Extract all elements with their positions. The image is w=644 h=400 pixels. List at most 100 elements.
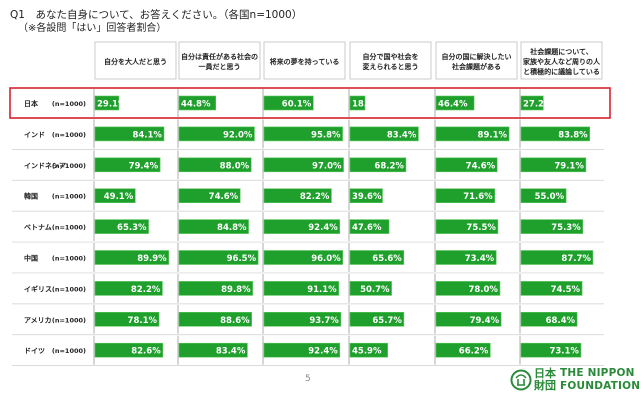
- data-bar: [94, 342, 164, 358]
- row-country-label: 韓国: [24, 192, 38, 201]
- data-label: 87.7%: [561, 254, 591, 264]
- row-country-label: ベトナム: [24, 224, 52, 232]
- column-header-label: 自分の国に解決したい社会課題がある: [442, 52, 512, 71]
- data-bar: [349, 157, 407, 173]
- row-country-label: 中国: [24, 254, 38, 263]
- data-bar: [520, 126, 591, 142]
- data-bar: [178, 95, 217, 111]
- data-bar: [349, 126, 419, 142]
- data-label: 92.0%: [223, 130, 253, 140]
- data-bar: [178, 219, 249, 234]
- page-number: 5: [305, 374, 311, 384]
- data-label: 29.1%: [97, 100, 127, 110]
- data-bar: [263, 219, 341, 234]
- data-bar: [435, 157, 498, 173]
- row-sample-label: (n=1000): [52, 285, 86, 293]
- data-label: 75.3%: [551, 223, 581, 233]
- data-label: 84.1%: [132, 130, 162, 140]
- data-label: 93.7%: [309, 316, 339, 326]
- data-label: 65.6%: [372, 254, 402, 264]
- data-label: 27.2%: [523, 100, 553, 110]
- row-sample-label: (n=1000): [52, 162, 86, 170]
- data-label: 18.3%: [352, 100, 382, 110]
- column-header-label: 自分で国や社会を変えられると思う: [363, 52, 419, 71]
- data-bar: [94, 281, 163, 296]
- row-country-label: ドイツ: [24, 347, 45, 355]
- data-bar: [263, 342, 341, 358]
- logo-en-line1: THE NIPPON: [560, 367, 635, 379]
- logo-en-text: THE NIPPON FOUNDATION: [560, 367, 640, 392]
- data-bar: [520, 281, 583, 296]
- data-bar: [263, 250, 344, 265]
- data-bar: [263, 311, 342, 327]
- column-header-box: [435, 41, 518, 80]
- data-label: 74.5%: [551, 285, 581, 295]
- data-bar: [349, 342, 388, 358]
- row-sample-label: (n=1000): [52, 100, 86, 108]
- question-note: （※各設問「はい」回答者割合）: [18, 23, 167, 34]
- column-header-box: [263, 41, 346, 80]
- data-bar: [520, 95, 544, 111]
- data-label: 79.4%: [470, 316, 500, 326]
- column-header-box: [349, 41, 432, 80]
- data-label: 50.7%: [360, 285, 390, 295]
- data-bar: [178, 281, 253, 296]
- column-header-label: 自分を大人だと思う: [104, 57, 167, 66]
- data-bar: [178, 126, 255, 142]
- data-bar: [435, 126, 510, 142]
- column-header-label: 自分は責任がある社会の一員だと思う: [181, 52, 258, 71]
- data-label: 95.8%: [311, 130, 341, 140]
- data-label: 83.8%: [558, 130, 588, 140]
- data-bar: [263, 157, 344, 173]
- data-bar: [94, 95, 120, 111]
- column-header-label: 将来の夢を持っている: [270, 57, 340, 66]
- data-bar: [349, 281, 392, 296]
- data-bar: [94, 157, 161, 173]
- logo-en-line2: FOUNDATION: [560, 379, 641, 392]
- data-bar: [435, 342, 491, 358]
- data-label: 89.1%: [478, 130, 508, 140]
- data-label: 89.8%: [221, 285, 251, 295]
- data-label: 92.4%: [308, 223, 338, 233]
- data-label: 44.8%: [181, 100, 211, 110]
- data-label: 65.7%: [372, 316, 402, 326]
- data-bar: [349, 188, 383, 203]
- data-label: 89.9%: [137, 254, 167, 264]
- column-header-box: [520, 41, 603, 80]
- data-label: 84.8%: [217, 223, 247, 233]
- data-bar: [349, 311, 405, 327]
- data-label: 88.0%: [220, 161, 250, 171]
- data-bar: [94, 311, 160, 327]
- data-bar: [178, 157, 252, 173]
- data-label: 78.0%: [468, 285, 498, 295]
- data-bar: [520, 188, 567, 203]
- data-label: 75.5%: [466, 223, 496, 233]
- data-label: 73.1%: [549, 347, 579, 357]
- data-label: 97.0%: [312, 161, 342, 171]
- data-bar: [435, 188, 496, 203]
- row-sample-label: (n=1000): [52, 316, 86, 324]
- logo-jp-text: 日本財団: [534, 367, 556, 392]
- data-label: 78.1%: [128, 316, 158, 326]
- row-sample-label: (n=1000): [52, 131, 86, 139]
- data-bar: [94, 126, 165, 142]
- data-label: 92.4%: [308, 347, 338, 357]
- data-bar: [435, 95, 475, 111]
- data-bar: [178, 342, 248, 358]
- column-header-box: [178, 41, 261, 80]
- data-bar: [520, 311, 578, 327]
- data-label: 46.4%: [438, 100, 468, 110]
- data-label: 96.0%: [311, 254, 341, 264]
- data-label: 68.2%: [374, 161, 404, 171]
- data-label: 73.4%: [465, 254, 495, 264]
- data-bar: [178, 250, 259, 265]
- data-label: 71.6%: [463, 192, 493, 202]
- data-label: 49.1%: [104, 192, 134, 202]
- data-bar: [435, 281, 501, 296]
- data-label: 96.5%: [227, 254, 257, 264]
- data-label: 74.6%: [209, 192, 239, 202]
- row-country-label: インド: [24, 131, 45, 139]
- row-country-label: インドネシア: [24, 162, 66, 170]
- data-bar: [178, 188, 241, 203]
- data-label: 45.9%: [352, 347, 382, 357]
